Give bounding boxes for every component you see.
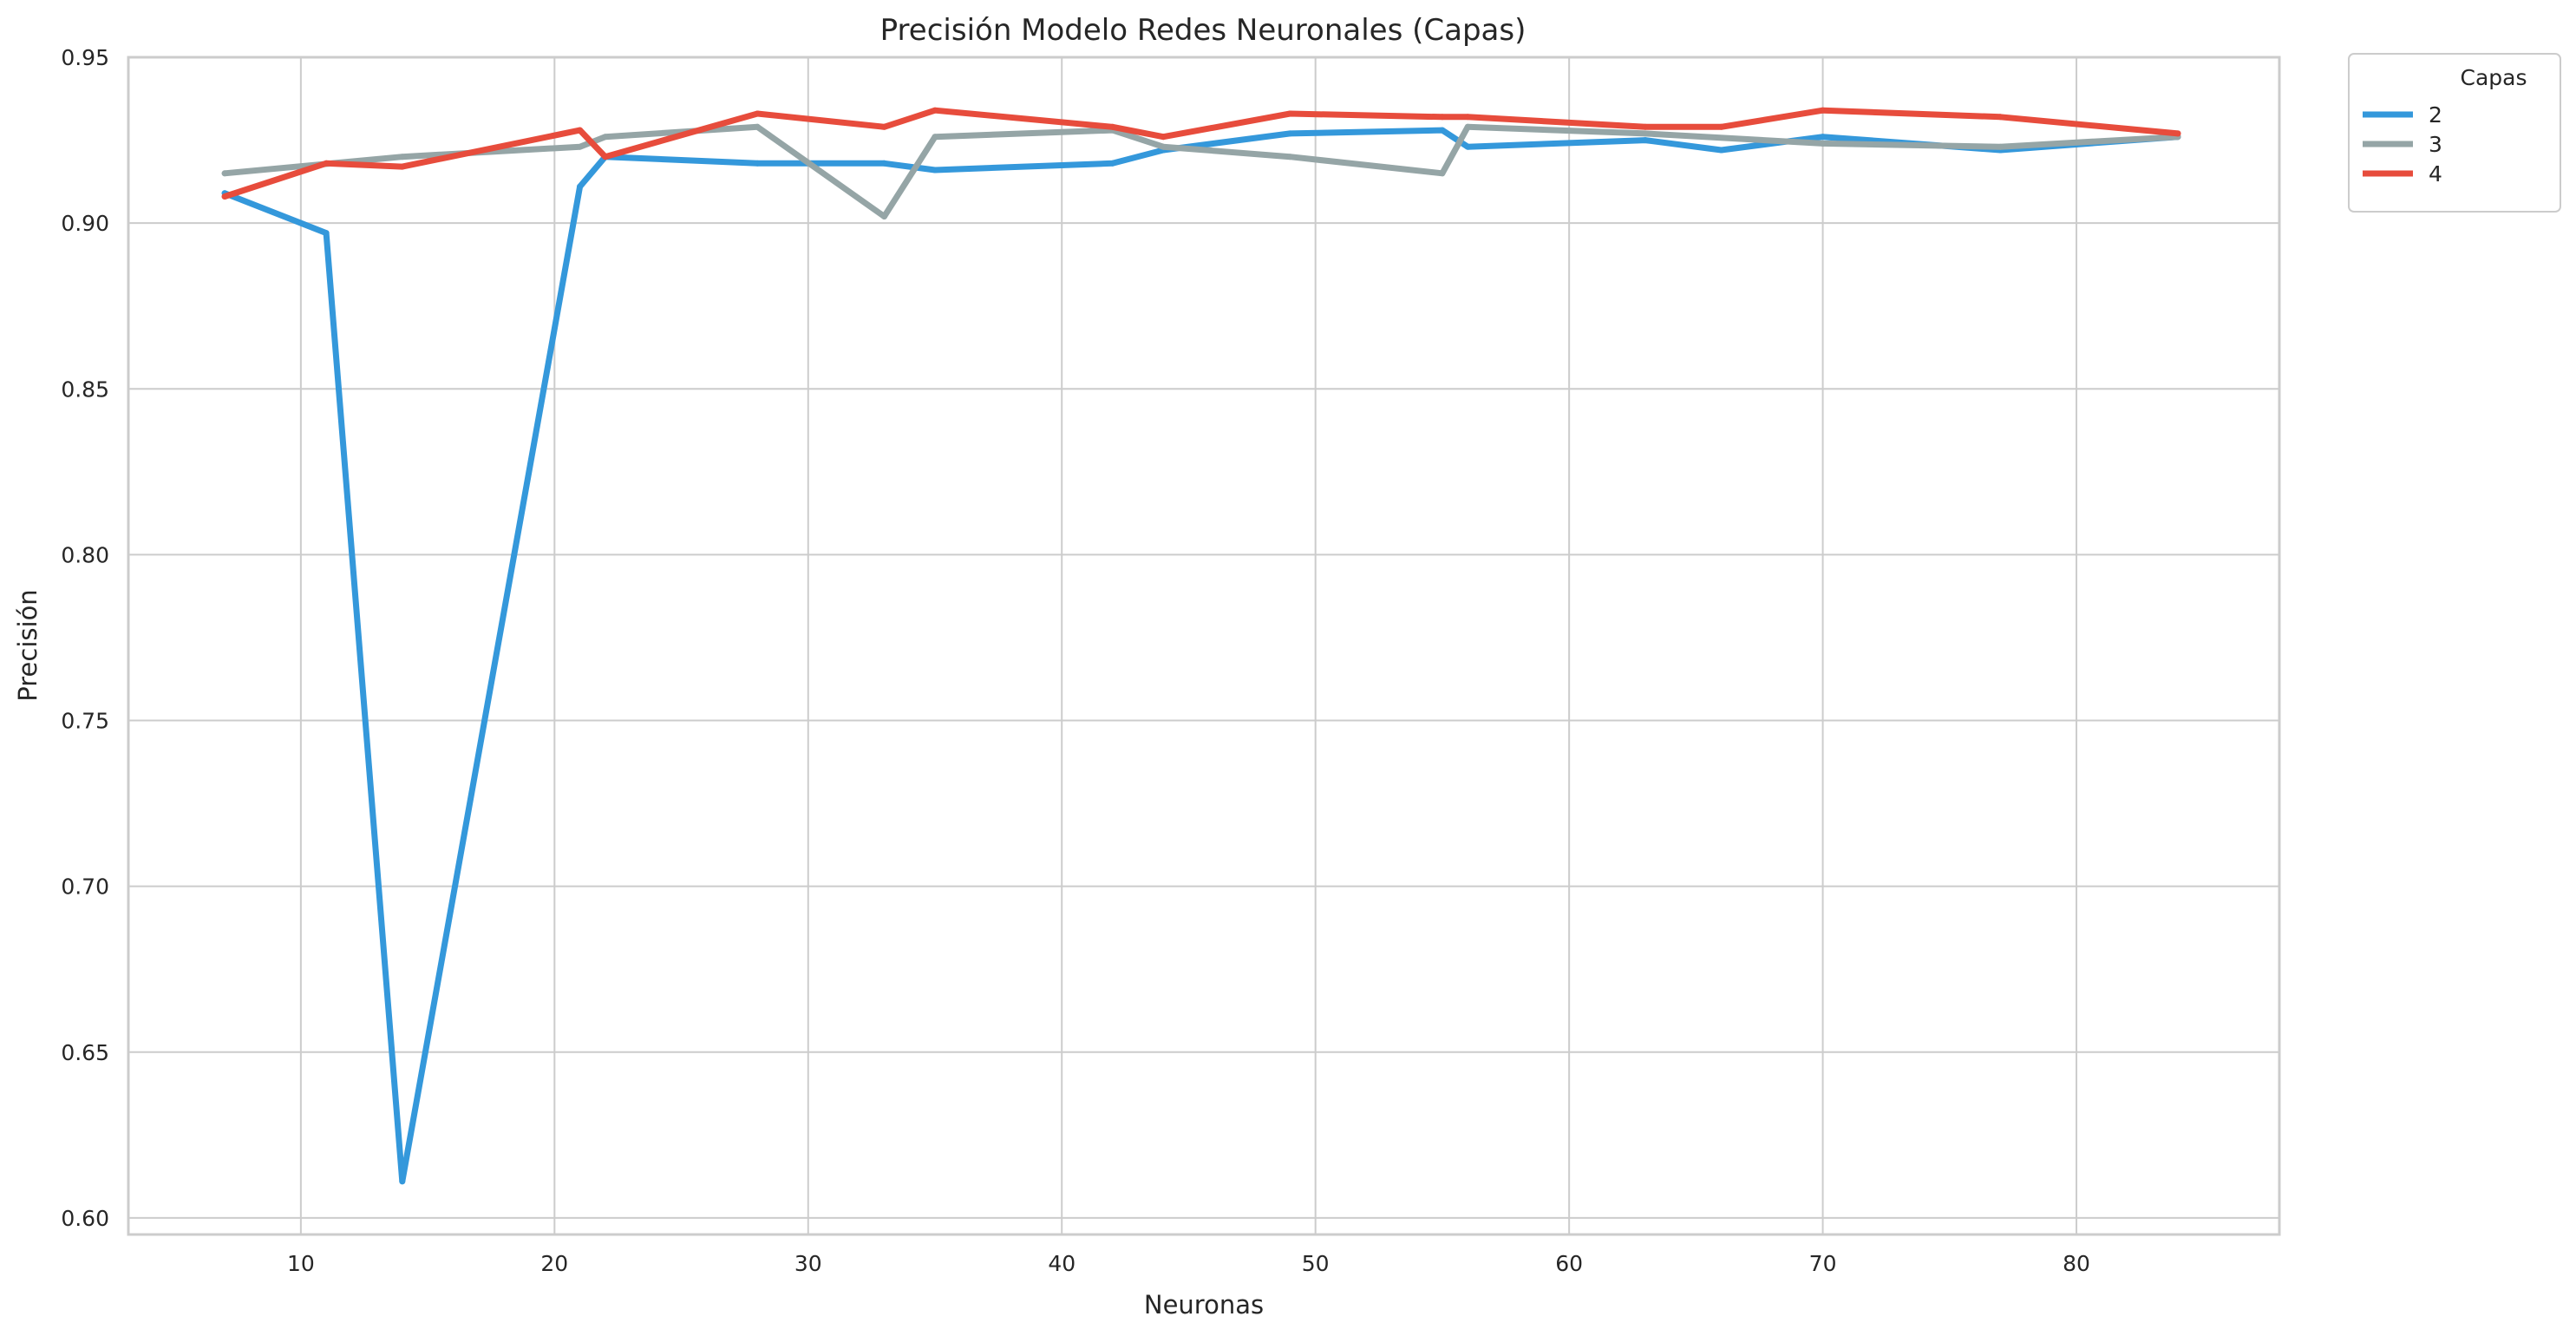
data-point-3 [1997,143,2004,150]
data-point-3 [1286,154,1293,160]
x-tick-label: 60 [1555,1251,1583,1276]
y-tick-label: 0.90 [61,211,109,236]
legend-label-3: 3 [2429,132,2442,157]
y-tick-label: 0.95 [61,45,109,70]
x-tick-label: 30 [794,1251,822,1276]
data-point-4 [602,154,609,160]
y-axis-ticks: 0.60 0.65 0.70 0.75 0.80 0.85 0.90 0.95 [61,45,109,1231]
data-point-3 [754,123,761,130]
data-point-4 [1820,107,1827,114]
data-point-2 [1286,130,1293,137]
data-point-3 [1464,123,1471,130]
data-point-2 [1439,127,1446,134]
data-point-2 [881,160,887,167]
x-tick-label: 40 [1048,1251,1076,1276]
x-tick-label: 70 [1809,1251,1837,1276]
data-point-3 [399,154,406,160]
chart-title: Precisión Modelo Redes Neuronales (Capas… [880,13,1527,48]
x-tick-label: 10 [287,1251,315,1276]
series-layer [221,107,2181,1185]
data-point-3 [881,213,887,219]
data-point-2 [577,183,584,190]
data-point-3 [602,134,609,141]
data-point-4 [1642,123,1649,130]
data-point-4 [1718,123,1725,130]
series-line-4 [221,107,2181,200]
data-point-3 [1642,130,1649,137]
series-line-2 [221,127,2181,1185]
x-tick-label: 50 [1302,1251,1330,1276]
legend-box [2348,53,2561,213]
x-tick-label: 20 [540,1251,568,1276]
y-tick-label: 0.60 [61,1206,109,1231]
data-point-4 [1464,114,1471,121]
data-point-4 [399,163,406,170]
data-point-4 [932,107,938,114]
data-point-2 [754,160,761,167]
legend-label-2: 2 [2429,102,2442,128]
data-point-4 [323,160,330,167]
data-point-2 [1464,143,1471,150]
data-point-2 [399,1178,406,1185]
data-point-2 [1642,137,1649,144]
x-tick-label: 80 [2063,1251,2090,1276]
y-tick-label: 0.75 [61,709,109,734]
y-axis-label: Precisión [13,589,42,701]
legend-title: Capas [2461,65,2527,90]
y-tick-label: 0.65 [61,1040,109,1065]
y-tick-label: 0.80 [61,542,109,567]
plot-frame [127,56,2281,1236]
y-tick-label: 0.85 [61,377,109,402]
x-axis-ticks: 10 20 30 40 50 60 70 80 [287,1251,2090,1276]
data-point-4 [1109,123,1116,130]
data-point-2 [1820,134,1827,141]
data-point-4 [1439,114,1446,121]
legend-label-4: 4 [2429,161,2442,187]
legend: Capas 2 3 4 [2348,53,2561,213]
data-point-3 [1160,143,1167,150]
data-point-4 [754,110,761,117]
gridlines [128,56,2279,1234]
data-point-4 [1286,110,1293,117]
data-point-4 [577,127,584,134]
data-point-2 [323,230,330,237]
data-point-4 [1160,134,1167,141]
y-tick-label: 0.70 [61,874,109,900]
data-point-3 [1439,170,1446,177]
legend-items: 2 3 4 [2363,102,2442,187]
data-point-2 [932,167,938,174]
data-point-3 [1820,140,1827,147]
x-axis-label: Neuronas [1144,1290,1264,1320]
data-point-3 [577,143,584,150]
data-point-4 [1997,114,2004,121]
data-point-2 [1718,147,1725,154]
data-point-2 [1109,160,1116,167]
data-point-4 [221,193,228,200]
data-point-4 [881,123,887,130]
data-point-4 [2174,130,2181,137]
data-point-3 [932,134,938,141]
data-point-3 [221,170,228,177]
